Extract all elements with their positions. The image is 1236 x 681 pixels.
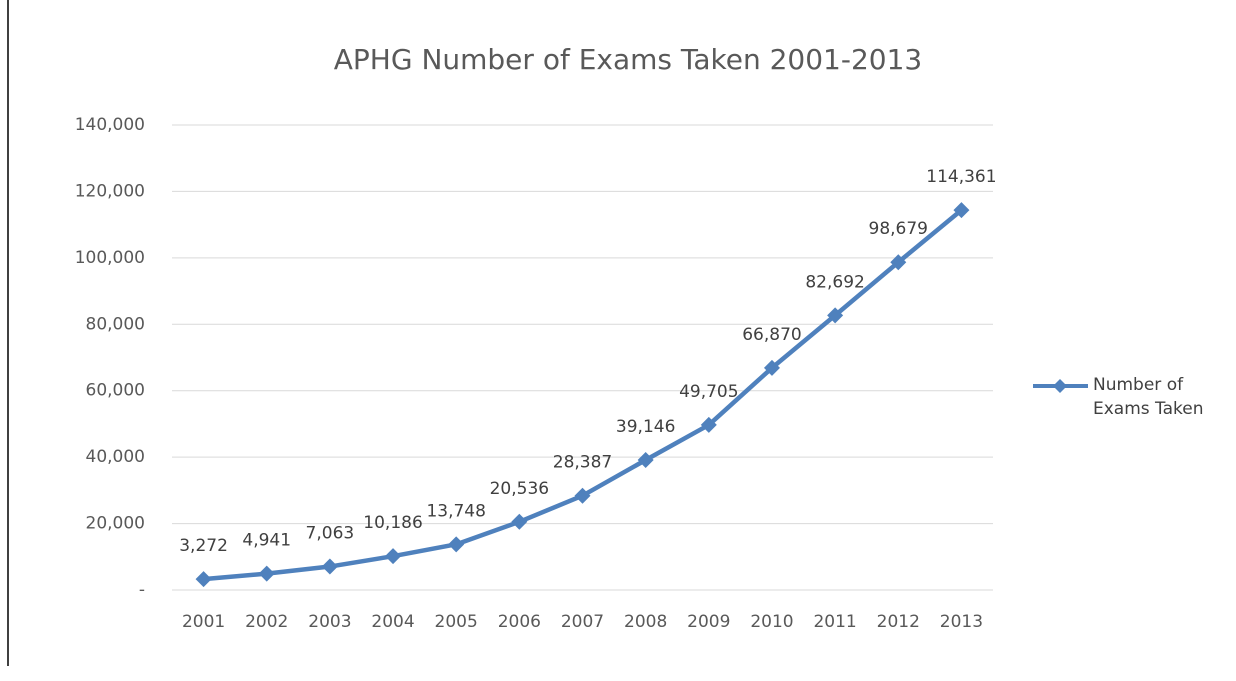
data-label: 66,870 — [742, 325, 801, 345]
data-point — [574, 487, 591, 504]
data-label: 49,705 — [679, 382, 738, 402]
data-label: 13,748 — [426, 501, 485, 521]
y-tick-label: 140,000 — [75, 115, 145, 135]
x-tick-label: 2005 — [435, 612, 478, 632]
data-label: 98,679 — [869, 219, 928, 239]
x-tick-label: 2009 — [687, 612, 730, 632]
y-tick-label: 20,000 — [86, 514, 145, 534]
data-label: 20,536 — [490, 479, 549, 499]
x-tick-label: 2006 — [498, 612, 541, 632]
x-tick-label: 2011 — [813, 612, 856, 632]
data-point — [637, 451, 654, 468]
y-tick-label: 100,000 — [75, 248, 145, 268]
x-tick-label: 2004 — [371, 612, 414, 632]
x-tick-label: 2001 — [182, 612, 225, 632]
x-tick-label: 2008 — [624, 612, 667, 632]
data-label: 4,941 — [242, 531, 291, 551]
data-point — [827, 307, 844, 324]
legend-marker — [1053, 379, 1067, 393]
data-label: 3,272 — [179, 536, 228, 556]
legend-label-box: Number of Exams Taken — [1093, 375, 1204, 419]
x-tick-label: 2012 — [877, 612, 920, 632]
data-point — [890, 254, 907, 271]
data-point — [763, 359, 780, 376]
data-label: 114,361 — [926, 167, 996, 187]
data-point — [953, 202, 970, 219]
x-tick-label: 2007 — [561, 612, 604, 632]
x-tick-label: 2010 — [750, 612, 793, 632]
y-tick-label: 120,000 — [75, 181, 145, 201]
legend-label: Number of Exams Taken — [1093, 375, 1204, 419]
data-point — [700, 416, 717, 433]
x-tick-label: 2003 — [308, 612, 351, 632]
data-label: 7,063 — [306, 524, 355, 544]
y-tick-label: 80,000 — [86, 314, 145, 334]
data-label: 82,692 — [805, 272, 864, 292]
data-point — [448, 536, 465, 553]
y-tick-label: - — [139, 580, 145, 600]
chart-title: APHG Number of Exams Taken 2001-2013 — [334, 43, 922, 76]
y-tick-label: 40,000 — [86, 447, 145, 467]
x-tick-label: 2013 — [940, 612, 983, 632]
legend: Number of Exams Taken — [1033, 375, 1204, 419]
data-point — [385, 548, 402, 565]
x-tick-label: 2002 — [245, 612, 288, 632]
data-label: 39,146 — [616, 417, 675, 437]
data-point — [258, 565, 275, 582]
data-point — [511, 513, 528, 530]
data-point — [195, 571, 212, 588]
data-label: 10,186 — [363, 513, 422, 533]
y-tick-label: 60,000 — [86, 381, 145, 401]
data-point — [321, 558, 338, 575]
data-label: 28,387 — [553, 453, 612, 473]
